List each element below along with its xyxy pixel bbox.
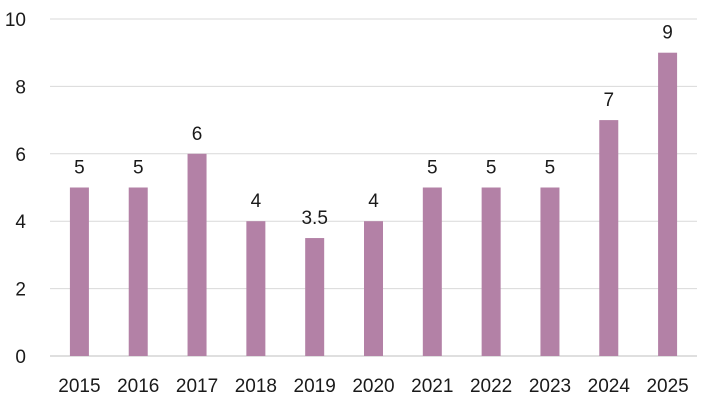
data-label: 3.5 (301, 208, 327, 229)
data-label: 6 (192, 124, 203, 145)
x-tick-label: 2016 (117, 376, 159, 397)
x-tick-label: 2017 (176, 376, 218, 397)
data-label: 5 (133, 158, 144, 179)
bar-2015 (69, 187, 89, 356)
data-label: 5 (545, 158, 556, 179)
x-tick-label: 2020 (352, 376, 394, 397)
y-tick-label: 0 (15, 347, 26, 368)
x-tick-label: 2019 (294, 376, 336, 397)
y-tick-label: 10 (5, 10, 26, 31)
y-tick-label: 2 (15, 280, 26, 301)
bar-2023 (540, 187, 560, 356)
x-tick-label: 2015 (58, 376, 100, 397)
bar-2018 (246, 221, 266, 356)
x-tick-label: 2023 (529, 376, 571, 397)
y-tick-label: 4 (15, 212, 26, 233)
data-label: 5 (74, 158, 85, 179)
bar-2020 (364, 221, 383, 356)
bar-2016 (128, 187, 148, 356)
data-label: 4 (251, 191, 262, 212)
x-axis-ticks: 2015 2016 2017 2018 2019 2020 2021 2022 2023 2024… (58, 376, 688, 397)
x-tick-label: 2024 (588, 376, 631, 397)
data-labels: 5 5 6 4 3.5 4 5 5 5 7 9 (74, 23, 673, 229)
x-tick-label: 2025 (646, 376, 688, 397)
data-label: 7 (603, 90, 614, 111)
y-tick-label: 8 (15, 77, 26, 98)
data-label: 5 (486, 158, 497, 179)
data-label: 4 (368, 191, 379, 212)
bars (69, 52, 678, 356)
x-tick-label: 2018 (235, 376, 277, 397)
bar-2025 (658, 52, 678, 356)
data-label: 5 (427, 158, 438, 179)
bar-2024 (599, 120, 619, 356)
bar-2022 (481, 187, 501, 356)
y-tick-label: 6 (15, 145, 26, 166)
bar-2017 (187, 153, 207, 356)
bar-2019 (305, 238, 325, 356)
bar-2021 (422, 187, 442, 356)
x-tick-label: 2022 (470, 376, 512, 397)
x-tick-label: 2021 (411, 376, 453, 397)
y-axis-ticks: 0 2 4 6 8 10 (5, 10, 27, 368)
data-label: 9 (662, 23, 673, 44)
